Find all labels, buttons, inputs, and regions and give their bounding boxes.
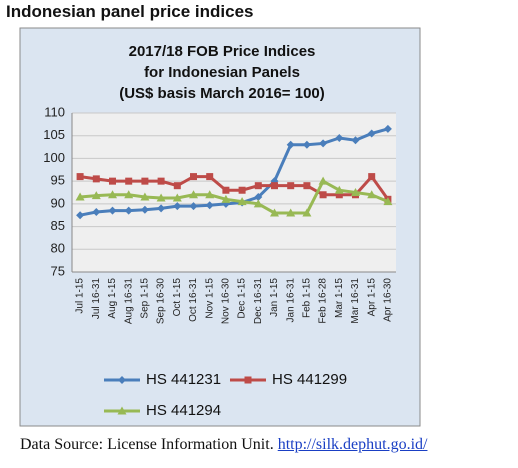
x-tick-label: Jan 16-31 <box>285 278 296 323</box>
marker <box>319 191 327 199</box>
x-tick-label: Nov 16-30 <box>221 278 232 325</box>
marker <box>303 182 311 190</box>
marker <box>270 208 279 217</box>
marker <box>173 182 181 190</box>
legend-label: HS 441299 <box>272 371 347 388</box>
marker <box>172 193 182 202</box>
marker <box>205 201 214 210</box>
marker <box>140 192 150 201</box>
marker <box>205 190 215 199</box>
marker <box>383 197 393 206</box>
marker <box>190 173 197 181</box>
x-tick-label: Jul 1-15 <box>75 278 86 314</box>
marker <box>287 182 295 190</box>
x-tick-label: Jan 1-15 <box>269 278 280 317</box>
x-tick-label: Mar 16-31 <box>350 278 361 324</box>
marker <box>318 176 328 185</box>
y-tick-label: 75 <box>51 263 65 278</box>
chart-title: 2017/18 FOB Price Indices <box>129 43 316 60</box>
y-tick-label: 105 <box>43 127 65 142</box>
x-tick-label: Oct 16-31 <box>188 278 199 322</box>
marker <box>334 185 344 194</box>
marker <box>254 182 262 190</box>
y-tick-label: 110 <box>44 104 65 119</box>
x-tick-label: Dec 1-15 <box>237 278 248 319</box>
x-tick-label: Nov 1-15 <box>204 278 215 319</box>
marker <box>76 173 84 181</box>
y-tick-label: 100 <box>43 150 65 165</box>
x-tick-label: Sep 16-30 <box>156 278 167 325</box>
marker <box>156 193 166 202</box>
marker <box>109 177 116 185</box>
marker <box>335 133 344 142</box>
marker <box>367 190 377 199</box>
marker <box>222 186 230 194</box>
x-tick-label: Apr 16-30 <box>383 278 394 322</box>
source: Data Source: License Information Unit. ht… <box>20 436 427 454</box>
x-tick-label: Mar 1-15 <box>334 278 345 318</box>
x-tick-label: Aug 16-31 <box>123 278 134 325</box>
marker <box>383 124 392 133</box>
marker <box>237 197 247 206</box>
y-tick-label: 95 <box>51 173 65 188</box>
y-tick-label: 80 <box>51 241 65 256</box>
marker <box>335 191 343 199</box>
marker <box>286 140 295 149</box>
marker <box>351 188 360 196</box>
x-tick-label: Jul 16-31 <box>91 278 102 320</box>
marker <box>368 173 376 181</box>
chart-title: (US$ basis March 2016= 100) <box>119 85 325 102</box>
marker <box>253 199 263 208</box>
marker <box>319 139 328 148</box>
marker <box>254 193 263 202</box>
marker <box>92 208 101 217</box>
y-tick-label: 90 <box>51 195 65 210</box>
marker <box>244 376 252 384</box>
legend-label: HS 441231 <box>146 371 221 388</box>
marker <box>157 177 165 185</box>
x-tick-label: Dec 16-31 <box>253 278 264 325</box>
marker <box>189 190 198 199</box>
marker <box>91 191 101 200</box>
marker <box>92 175 100 183</box>
marker <box>108 206 117 215</box>
marker <box>302 140 311 149</box>
marker <box>206 173 214 181</box>
source-link[interactable]: http://silk.dephut.go.id/ <box>277 436 428 453</box>
marker <box>124 190 134 199</box>
marker <box>108 190 117 199</box>
marker <box>367 129 376 138</box>
y-tick-label: 85 <box>51 218 65 233</box>
marker <box>351 136 360 145</box>
marker <box>117 406 127 415</box>
marker <box>141 177 149 185</box>
marker <box>173 202 182 211</box>
x-tick-label: Sep 1-15 <box>140 278 151 319</box>
heading: Indonesian panel price indices <box>6 2 254 21</box>
legend-label: HS 441294 <box>146 402 221 419</box>
marker <box>157 204 166 213</box>
marker <box>75 192 85 201</box>
marker <box>238 186 246 194</box>
marker <box>271 182 278 190</box>
marker <box>125 177 133 185</box>
marker <box>140 205 149 214</box>
marker <box>76 211 85 220</box>
x-tick-label: Apr 1-15 <box>366 278 377 317</box>
chart: 2017/18 FOB Price Indices for Indonesian … <box>19 27 421 427</box>
x-tick-label: Feb 16-28 <box>318 278 329 324</box>
x-tick-label: Oct 1-15 <box>172 278 183 317</box>
marker <box>189 202 198 211</box>
marker <box>118 376 126 384</box>
marker <box>124 206 133 215</box>
chart-title: for Indonesian Panels <box>144 64 300 81</box>
marker <box>286 208 296 217</box>
x-tick-label: Feb 1-15 <box>302 278 313 318</box>
x-tick-label: Aug 1-15 <box>107 278 118 319</box>
marker <box>221 194 231 203</box>
marker <box>302 208 312 217</box>
source-text: Data Source: License Information Unit. <box>20 436 274 453</box>
